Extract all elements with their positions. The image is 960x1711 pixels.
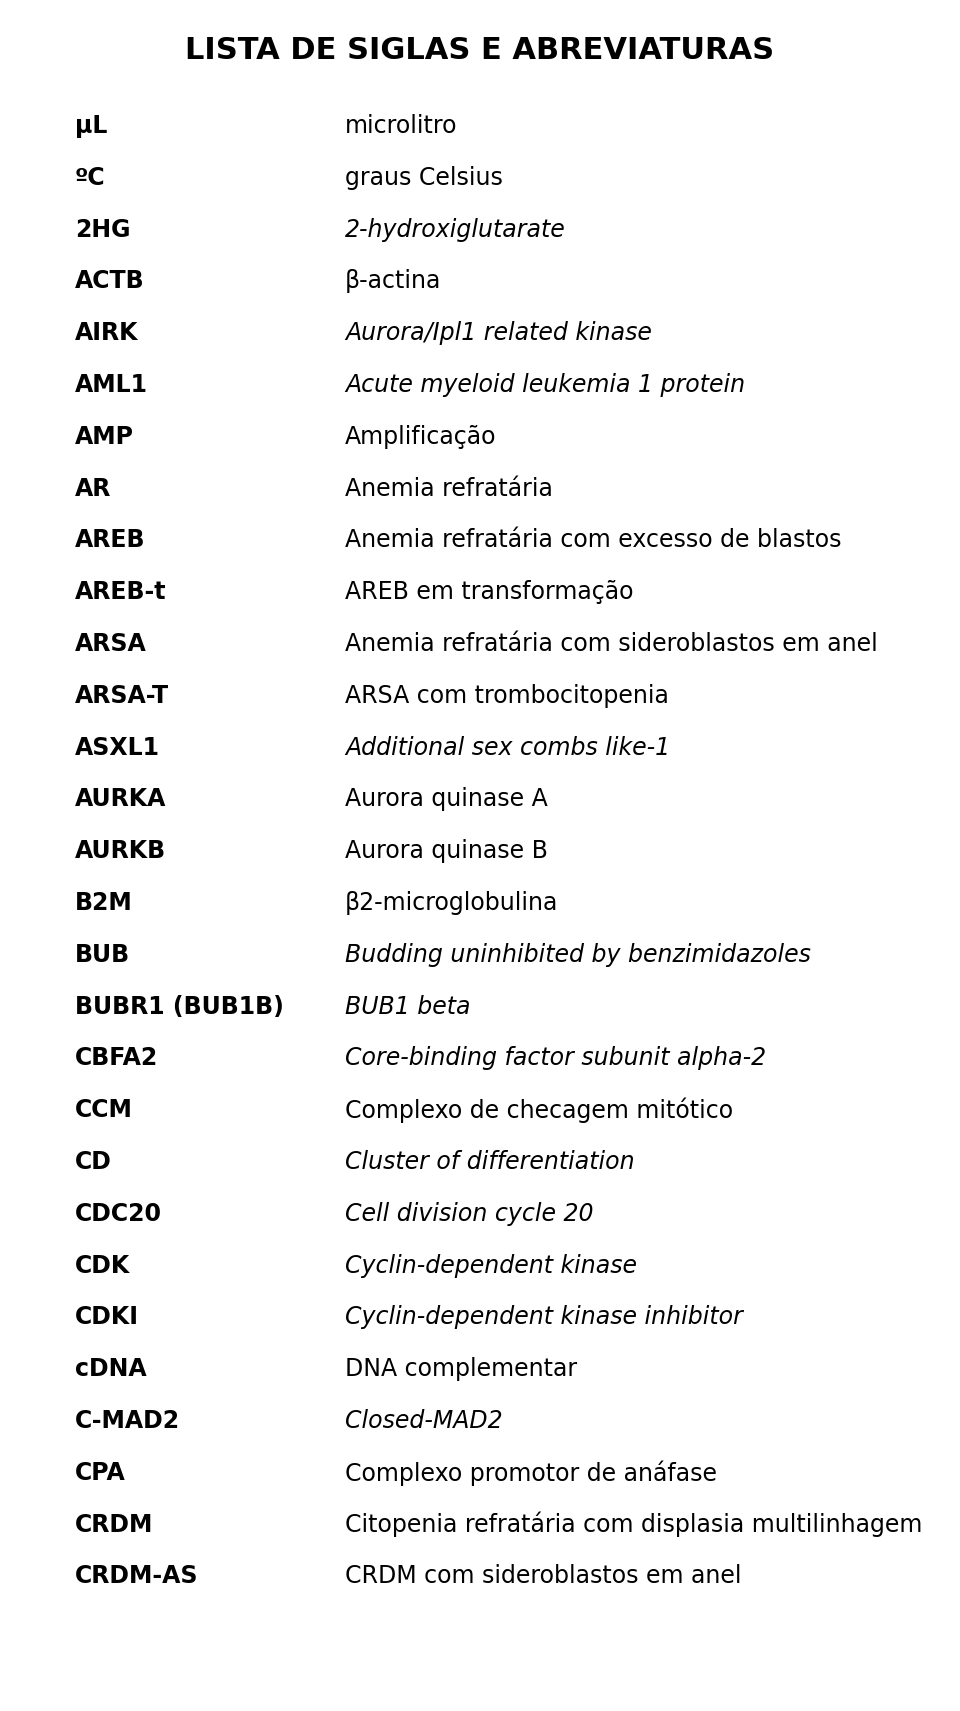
Text: AURKA: AURKA (75, 787, 166, 811)
Text: Anemia refratária: Anemia refratária (345, 477, 553, 501)
Text: Citopenia refratária com displasia multilinhagem: Citopenia refratária com displasia multi… (345, 1513, 923, 1538)
Text: Anemia refratária com sideroblastos em anel: Anemia refratária com sideroblastos em a… (345, 631, 877, 655)
Text: CRDM: CRDM (75, 1513, 154, 1536)
Text: CBFA2: CBFA2 (75, 1047, 158, 1071)
Text: AIRK: AIRK (75, 322, 138, 346)
Text: AMP: AMP (75, 424, 134, 448)
Text: CRDM-AS: CRDM-AS (75, 1564, 199, 1588)
Text: Anemia refratária com excesso de blastos: Anemia refratária com excesso de blastos (345, 529, 842, 553)
Text: C-MAD2: C-MAD2 (75, 1408, 180, 1434)
Text: Cyclin-dependent kinase inhibitor: Cyclin-dependent kinase inhibitor (345, 1305, 743, 1329)
Text: ACTB: ACTB (75, 269, 145, 293)
Text: B2M: B2M (75, 891, 132, 915)
Text: CPA: CPA (75, 1461, 126, 1485)
Text: Complexo de checagem mitótico: Complexo de checagem mitótico (345, 1097, 733, 1122)
Text: graus Celsius: graus Celsius (345, 166, 503, 190)
Text: AREB: AREB (75, 529, 146, 553)
Text: ARSA com trombocitopenia: ARSA com trombocitopenia (345, 684, 669, 708)
Text: Cluster of differentiation: Cluster of differentiation (345, 1150, 635, 1174)
Text: ARSA-T: ARSA-T (75, 684, 169, 708)
Text: BUB1 beta: BUB1 beta (345, 994, 470, 1018)
Text: DNA complementar: DNA complementar (345, 1357, 577, 1381)
Text: Aurora/Ipl1 related kinase: Aurora/Ipl1 related kinase (345, 322, 652, 346)
Text: Aurora quinase A: Aurora quinase A (345, 787, 548, 811)
Text: BUB: BUB (75, 943, 131, 967)
Text: AURKB: AURKB (75, 838, 166, 864)
Text: cDNA: cDNA (75, 1357, 147, 1381)
Text: Acute myeloid leukemia 1 protein: Acute myeloid leukemia 1 protein (345, 373, 745, 397)
Text: LISTA DE SIGLAS E ABREVIATURAS: LISTA DE SIGLAS E ABREVIATURAS (185, 36, 775, 65)
Text: AR: AR (75, 477, 111, 501)
Text: Aurora quinase B: Aurora quinase B (345, 838, 548, 864)
Text: CDKI: CDKI (75, 1305, 139, 1329)
Text: CRDM com sideroblastos em anel: CRDM com sideroblastos em anel (345, 1564, 741, 1588)
Text: CCM: CCM (75, 1098, 132, 1122)
Text: β-actina: β-actina (345, 269, 442, 293)
Text: Complexo promotor de anáfase: Complexo promotor de anáfase (345, 1459, 717, 1485)
Text: Additional sex combs like-1: Additional sex combs like-1 (345, 736, 670, 760)
Text: Budding uninhibited by benzimidazoles: Budding uninhibited by benzimidazoles (345, 943, 811, 967)
Text: ASXL1: ASXL1 (75, 736, 160, 760)
Text: CDC20: CDC20 (75, 1201, 162, 1225)
Text: CDK: CDK (75, 1254, 131, 1278)
Text: CD: CD (75, 1150, 112, 1174)
Text: BUBR1 (BUB1B): BUBR1 (BUB1B) (75, 994, 284, 1018)
Text: 2-hydroxiglutarate: 2-hydroxiglutarate (345, 217, 565, 241)
Text: Cell division cycle 20: Cell division cycle 20 (345, 1201, 593, 1225)
Text: microlitro: microlitro (345, 115, 458, 139)
Text: Amplificação: Amplificação (345, 424, 496, 448)
Text: ºC: ºC (75, 166, 106, 190)
Text: ARSA: ARSA (75, 631, 147, 655)
Text: 2HG: 2HG (75, 217, 131, 241)
Text: Core-binding factor subunit alpha-2: Core-binding factor subunit alpha-2 (345, 1047, 766, 1071)
Text: AML1: AML1 (75, 373, 148, 397)
Text: Closed-MAD2: Closed-MAD2 (345, 1408, 503, 1434)
Text: AREB-t: AREB-t (75, 580, 166, 604)
Text: μL: μL (75, 115, 108, 139)
Text: Cyclin-dependent kinase: Cyclin-dependent kinase (345, 1254, 637, 1278)
Text: AREB em transformação: AREB em transformação (345, 580, 634, 604)
Text: β2-microglobulina: β2-microglobulina (345, 891, 559, 915)
